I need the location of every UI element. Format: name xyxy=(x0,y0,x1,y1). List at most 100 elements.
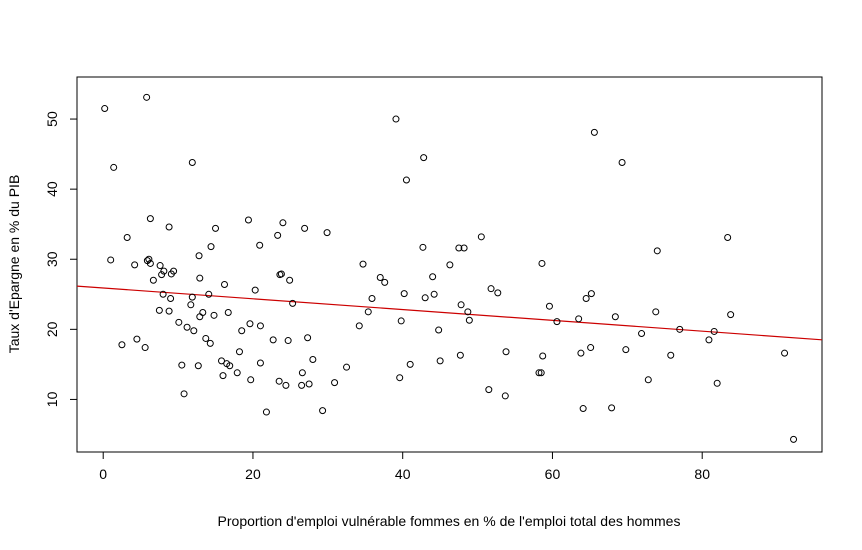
data-point xyxy=(301,224,309,232)
data-point xyxy=(710,327,718,335)
data-point xyxy=(455,244,463,252)
data-point xyxy=(465,316,473,324)
data-point xyxy=(256,241,264,249)
data-point xyxy=(502,348,510,356)
data-point xyxy=(590,128,598,136)
data-point xyxy=(206,339,214,347)
x-axis-label: Proportion d'emploi vulnérable fommes en… xyxy=(218,513,681,529)
data-point xyxy=(199,309,207,317)
y-tick-label: 50 xyxy=(44,111,60,127)
data-point xyxy=(392,115,400,123)
data-point xyxy=(194,362,202,370)
data-point xyxy=(553,318,561,326)
data-point xyxy=(400,290,408,298)
data-point xyxy=(165,223,173,231)
plot-frame xyxy=(76,76,823,453)
data-points xyxy=(101,93,798,443)
data-point xyxy=(188,293,196,301)
data-point xyxy=(156,262,164,270)
data-point xyxy=(269,336,277,344)
data-point xyxy=(224,309,232,317)
data-point xyxy=(545,302,553,310)
data-point xyxy=(282,381,290,389)
data-point xyxy=(644,376,652,384)
data-point xyxy=(196,274,204,282)
y-tick-label: 10 xyxy=(44,391,60,407)
data-point xyxy=(279,219,287,227)
data-point xyxy=(487,285,495,293)
data-point xyxy=(538,259,546,267)
data-point xyxy=(262,408,270,416)
data-point xyxy=(212,224,220,232)
data-point xyxy=(535,369,543,377)
data-point xyxy=(187,301,195,309)
data-point xyxy=(309,355,317,363)
data-point xyxy=(790,435,798,443)
data-point xyxy=(364,308,372,316)
data-point xyxy=(219,372,227,380)
data-point xyxy=(397,317,405,325)
data-point xyxy=(429,273,437,281)
data-point xyxy=(256,359,264,367)
data-point xyxy=(183,323,191,331)
data-point xyxy=(146,215,154,223)
data-point xyxy=(244,216,252,224)
data-point xyxy=(286,276,294,284)
data-point xyxy=(101,105,109,113)
data-point xyxy=(724,234,732,242)
data-point xyxy=(205,290,213,298)
data-point xyxy=(713,379,721,387)
data-point xyxy=(238,327,246,335)
data-point xyxy=(146,259,154,267)
data-point xyxy=(247,376,255,384)
data-point xyxy=(123,234,131,242)
data-point xyxy=(727,311,735,319)
data-point xyxy=(149,276,157,284)
data-point xyxy=(133,335,141,343)
data-point xyxy=(622,346,630,354)
data-point xyxy=(638,330,646,338)
y-tick-label: 30 xyxy=(44,251,60,267)
data-point xyxy=(305,380,313,388)
data-point xyxy=(160,267,168,275)
data-point xyxy=(436,357,444,365)
data-point xyxy=(202,334,210,342)
data-point xyxy=(195,252,203,260)
data-point xyxy=(537,369,545,377)
data-point xyxy=(343,363,351,371)
data-point xyxy=(501,392,509,400)
data-point xyxy=(165,307,173,315)
data-point xyxy=(167,294,175,302)
data-point xyxy=(485,386,493,394)
y-axis: 10 20 30 40 50 xyxy=(44,111,78,407)
data-point xyxy=(178,361,186,369)
regression-line xyxy=(76,285,823,341)
data-point xyxy=(355,322,363,330)
data-point xyxy=(430,290,438,298)
data-point xyxy=(246,320,254,328)
data-point xyxy=(107,256,115,264)
x-tick-label: 80 xyxy=(694,466,710,482)
y-axis-label: Taux d'Epargne en % du PIB xyxy=(6,175,22,354)
data-point xyxy=(190,327,198,335)
data-point xyxy=(587,344,595,352)
data-point xyxy=(420,154,428,162)
data-point xyxy=(376,273,384,281)
data-point xyxy=(587,290,595,298)
data-point xyxy=(676,325,684,333)
data-point xyxy=(539,352,547,360)
x-tick-label: 20 xyxy=(245,466,261,482)
data-point xyxy=(435,326,443,334)
data-point xyxy=(477,233,485,241)
x-tick-label: 0 xyxy=(99,466,107,482)
data-point xyxy=(180,390,188,398)
y-tick-label: 40 xyxy=(44,181,60,197)
data-point xyxy=(235,348,243,356)
data-point xyxy=(131,261,139,269)
data-point xyxy=(460,244,468,252)
data-point xyxy=(618,159,626,167)
data-point xyxy=(256,322,264,330)
data-point xyxy=(705,336,713,344)
data-point xyxy=(226,362,234,370)
data-point xyxy=(289,299,297,307)
